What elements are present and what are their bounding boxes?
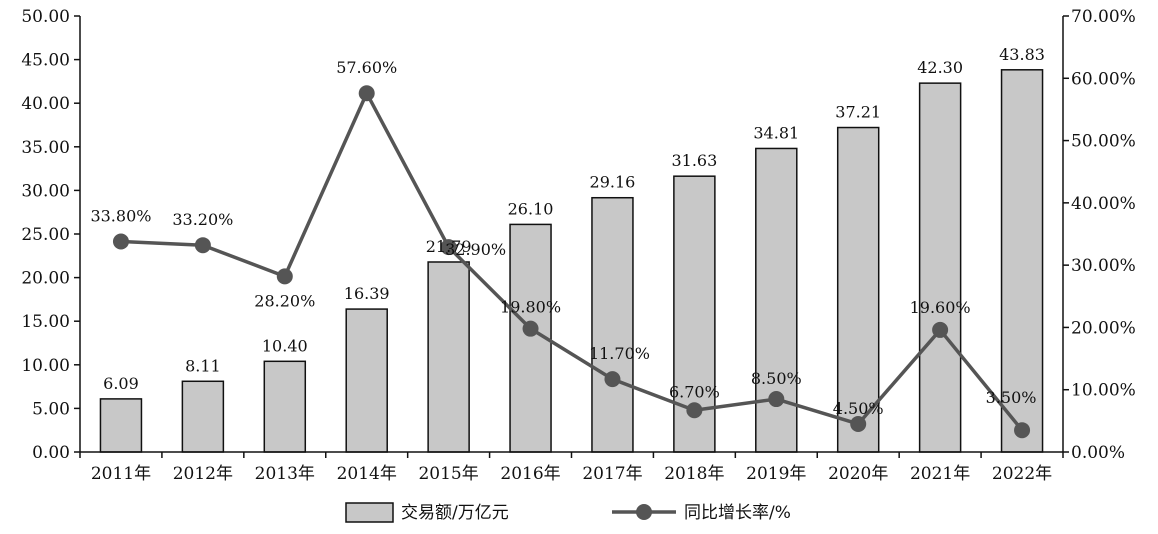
growth-value-label-4: 32.90% [445, 240, 506, 259]
bar-9 [836, 126, 880, 453]
x-tick-label-3: 2014年 [337, 464, 397, 484]
growth-point-5 [522, 320, 539, 337]
growth-value-label-7: 6.70% [669, 382, 720, 401]
left-tick-label-4: 20.00 [21, 269, 70, 289]
left-tick-label-10: 50.00 [21, 7, 70, 27]
right-tick-label-1: 10.00% [1071, 381, 1136, 401]
legend-bar-swatch [345, 502, 394, 523]
growth-point-6 [604, 371, 621, 388]
bar-1 [181, 380, 225, 453]
bar-value-label-10: 42.30 [917, 58, 963, 77]
legend-line-marker [636, 504, 652, 520]
bar-value-label-0: 6.09 [103, 374, 139, 393]
right-tick-label-4: 40.00% [1071, 194, 1136, 214]
left-tick-label-0: 0.00 [32, 443, 70, 463]
growth-value-label-5: 19.80% [500, 298, 561, 317]
bar-value-label-7: 31.63 [671, 151, 717, 170]
growth-point-8 [768, 391, 785, 408]
x-tick-label-9: 2020年 [828, 464, 888, 484]
left-tick-label-5: 25.00 [21, 225, 70, 245]
left-tick-label-2: 10.00 [21, 356, 70, 376]
bar-2 [263, 360, 307, 453]
growth-value-label-0: 33.80% [90, 206, 151, 225]
x-tick-label-5: 2016年 [500, 464, 560, 484]
growth-point-11 [1014, 422, 1031, 439]
bar-value-label-2: 10.40 [262, 336, 308, 355]
growth-value-label-1: 33.20% [172, 210, 233, 229]
bar-value-label-3: 16.39 [344, 284, 390, 303]
bar-value-label-9: 37.21 [835, 103, 881, 122]
growth-rate-line [120, 91, 1024, 432]
right-tick-label-0: 0.00% [1071, 443, 1125, 463]
right-tick-label-2: 20.00% [1071, 318, 1136, 338]
bar-4 [427, 261, 470, 453]
growth-point-3 [358, 85, 375, 102]
growth-value-label-10: 19.60% [910, 298, 971, 317]
growth-point-0 [112, 233, 129, 250]
legend-line-label: 同比增长率/% [684, 503, 791, 523]
x-tick-label-1: 2012年 [173, 464, 233, 484]
left-tick-label-9: 45.00 [21, 51, 70, 71]
bar-value-label-1: 8.11 [185, 356, 221, 375]
bar-10 [918, 82, 962, 453]
growth-value-label-6: 11.70% [589, 344, 650, 363]
bar-3 [345, 308, 388, 453]
growth-value-label-2: 28.20% [254, 291, 315, 310]
growth-value-label-9: 4.50% [833, 399, 884, 418]
bar-0 [99, 398, 143, 453]
x-tick-label-0: 2011年 [91, 464, 151, 484]
growth-point-10 [932, 321, 949, 338]
growth-value-label-11: 3.50% [986, 388, 1037, 407]
right-tick-label-3: 30.00% [1071, 256, 1136, 276]
left-tick-label-7: 35.00 [21, 138, 70, 158]
growth-value-label-8: 8.50% [751, 369, 802, 388]
growth-point-7 [686, 402, 703, 419]
growth-point-4 [440, 239, 457, 256]
growth-value-label-3: 57.60% [336, 58, 397, 77]
left-tick-label-3: 15.00 [21, 312, 70, 332]
left-tick-label-6: 30.00 [21, 181, 70, 201]
left-tick-label-8: 40.00 [21, 94, 70, 114]
right-tick-label-6: 60.00% [1071, 69, 1136, 89]
x-tick-label-8: 2019年 [746, 464, 806, 484]
bar-value-label-8: 34.81 [753, 123, 799, 142]
x-tick-label-10: 2021年 [910, 464, 970, 484]
x-tick-label-2: 2013年 [255, 464, 315, 484]
x-tick-label-6: 2017年 [582, 464, 642, 484]
growth-point-9 [850, 415, 867, 432]
right-tick-label-5: 50.00% [1071, 132, 1136, 152]
growth-point-2 [276, 268, 293, 285]
right-tick-label-7: 70.00% [1071, 7, 1136, 27]
bar-value-label-11: 43.83 [999, 45, 1045, 64]
x-tick-label-7: 2018年 [664, 464, 724, 484]
x-tick-label-11: 2022年 [992, 464, 1052, 484]
x-tick-label-4: 2015年 [418, 464, 478, 484]
bar-value-label-4: 21.79 [426, 237, 472, 256]
legend-bar-label: 交易额/万亿元 [401, 503, 509, 523]
bar-6 [591, 196, 634, 453]
left-tick-label-1: 5.00 [32, 399, 70, 419]
bar-value-label-5: 26.10 [508, 199, 554, 218]
growth-point-1 [194, 237, 211, 254]
bar-value-label-6: 29.16 [590, 173, 636, 192]
